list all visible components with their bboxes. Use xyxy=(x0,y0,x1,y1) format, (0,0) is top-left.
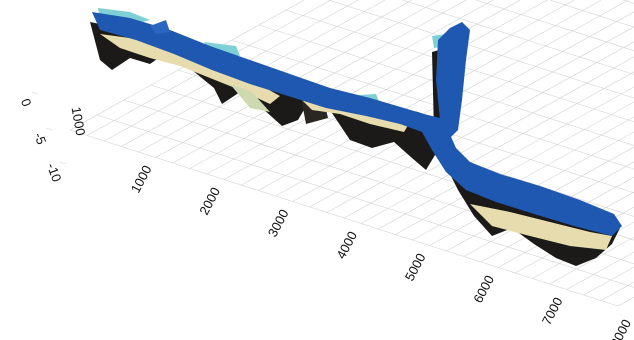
grid-line-y xyxy=(529,0,634,51)
grid-line-x xyxy=(532,221,634,279)
y-axis-tick-labels: 1000 xyxy=(69,106,89,137)
grid-line-y xyxy=(285,9,634,123)
grid-line-x xyxy=(86,0,332,136)
x-tick-label: 3000 xyxy=(265,207,292,240)
z-tick-mark xyxy=(45,127,53,131)
grid-line-y xyxy=(96,114,634,288)
x-tick-label: 5000 xyxy=(402,251,429,284)
x-tick-label: 7000 xyxy=(539,295,566,328)
grid-line-y xyxy=(448,0,634,96)
grid-line-y xyxy=(231,39,634,170)
grid-line-y xyxy=(556,0,634,36)
z-tick-label: -10 xyxy=(44,161,65,184)
grid-line-y xyxy=(502,0,634,66)
grid-line-y xyxy=(69,129,619,307)
grid-line-x xyxy=(104,0,359,142)
x-tick-label: 4000 xyxy=(333,229,360,262)
y-tick-label: 1000 xyxy=(69,106,89,137)
z-tick-mark xyxy=(59,161,67,165)
bank-sediment xyxy=(100,34,612,250)
water-surface xyxy=(92,12,622,236)
x-tick-label: 8000 xyxy=(607,317,634,340)
grid-line-x xyxy=(121,0,386,147)
x-tick-label: 6000 xyxy=(470,273,497,306)
grid-line-y xyxy=(258,24,634,146)
z-tick-mark xyxy=(31,91,39,95)
x-tick-label: 1000 xyxy=(128,163,155,196)
grid-line-y xyxy=(610,0,634,6)
x-tick-label: 2000 xyxy=(196,185,223,218)
grid-line-y xyxy=(401,0,634,75)
z-tick-label: 0 xyxy=(18,96,35,108)
z-tick-label: -5 xyxy=(31,130,49,146)
z-axis-tick-labels: 0 -5 -10 xyxy=(18,91,67,184)
grid-line-x xyxy=(69,0,305,131)
grid-line-y xyxy=(327,0,634,99)
grid-line-y xyxy=(583,0,634,21)
